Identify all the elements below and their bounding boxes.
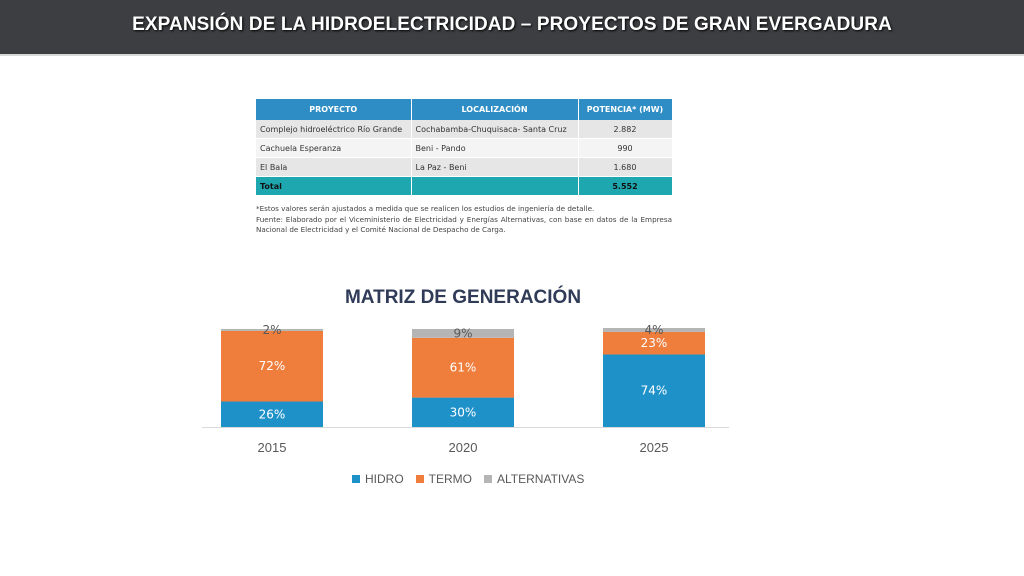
data-label-termo-2015: 72% (259, 359, 286, 373)
data-label-hidro-2020: 30% (450, 405, 477, 419)
data-label-termo-2020: 61% (450, 361, 477, 375)
location-cell: La Paz - Beni (411, 157, 579, 177)
table-source: Fuente: Elaborado por el Viceministerio … (256, 214, 672, 235)
x-tick-label-2025: 2025 (640, 440, 669, 455)
column-header-project: PROYECTO (256, 99, 412, 120)
project-cell: Complejo hidroeléctrico Río Grande (256, 120, 412, 139)
bar-termo-2025 (603, 331, 705, 355)
legend-swatch-hidro (352, 475, 360, 483)
projects-table-panel: PROYECTO LOCALIZACIÓN POTENCIA* (MW) Com… (256, 99, 673, 236)
legend-label-hidro: HIDRO (365, 472, 404, 486)
table-header-row: PROYECTO LOCALIZACIÓN POTENCIA* (MW) (256, 99, 673, 120)
data-label-alternativas-2020: 9% (453, 326, 472, 340)
projects-table: PROYECTO LOCALIZACIÓN POTENCIA* (MW) Com… (256, 99, 673, 196)
power-cell: 1.680 (578, 157, 673, 177)
legend-swatch-alternativas (484, 475, 493, 483)
location-cell: Cochabamba-Chuquisaca- Santa Cruz (411, 120, 579, 139)
total-empty-cell (411, 176, 579, 196)
location-cell: Beni - Pando (411, 138, 579, 158)
bar-hidro-2020 (412, 397, 514, 427)
legend-item-alternativas: ALTERNATIVAS (484, 472, 584, 486)
table-footnote: *Estos valores serán ajustados a medida … (256, 204, 595, 213)
bar-alternativas-2020 (412, 329, 514, 338)
column-header-location: LOCALIZACIÓN (411, 99, 579, 120)
legend-label-termo: TERMO (428, 472, 473, 486)
data-label-termo-2025: 23% (641, 336, 668, 350)
bar-alternativas-2015 (221, 329, 323, 331)
total-label-cell: Total (256, 176, 412, 196)
project-cell: Cachuela Esperanza (256, 138, 412, 158)
bar-hidro-2015 (221, 401, 323, 427)
legend-item-hidro: HIDRO (352, 472, 404, 486)
total-power-cell: 5.552 (578, 176, 673, 196)
legend-item-termo: TERMO (415, 472, 473, 486)
legend-label-alternativas: ALTERNATIVAS (497, 472, 585, 486)
chart-legend: HIDRO TERMO ALTERNATIVAS (352, 472, 584, 486)
table-row: El Bala La Paz - Beni 1.680 (256, 157, 673, 177)
bar-alternativas-2025 (603, 328, 705, 332)
data-label-alternativas-2015: 2% (262, 323, 281, 337)
power-cell: 2.882 (578, 120, 673, 139)
power-cell: 990 (578, 138, 673, 158)
x-tick-label-2020: 2020 (449, 440, 478, 455)
legend-swatch-termo (415, 475, 424, 483)
column-header-power: POTENCIA* (MW) (578, 99, 673, 120)
bar-termo-2020 (412, 337, 514, 398)
project-cell: El Bala (256, 157, 412, 177)
table-notes: *Estos valores serán ajustados a medida … (256, 204, 672, 236)
data-label-alternativas-2025: 4% (644, 323, 663, 337)
bar-hidro-2025 (603, 354, 705, 427)
table-row: Cachuela Esperanza Beni - Pando 990 (256, 138, 673, 158)
slide-header: EXPANSIÓN DE LA HIDROELECTRICIDAD – PROY… (0, 0, 1024, 56)
bar-termo-2015 (221, 330, 323, 402)
x-tick-label-2015: 2015 (258, 440, 287, 455)
data-label-hidro-2025: 74% (641, 384, 668, 398)
table-row: Complejo hidroeléctrico Río Grande Cocha… (256, 120, 673, 139)
slide-title: EXPANSIÓN DE LA HIDROELECTRICIDAD – PROY… (132, 14, 892, 35)
data-label-hidro-2015: 26% (259, 407, 286, 421)
table-total-row: Total 5.552 (256, 176, 673, 196)
chart-title: MATRIZ DE GENERACIÓN (344, 287, 582, 308)
